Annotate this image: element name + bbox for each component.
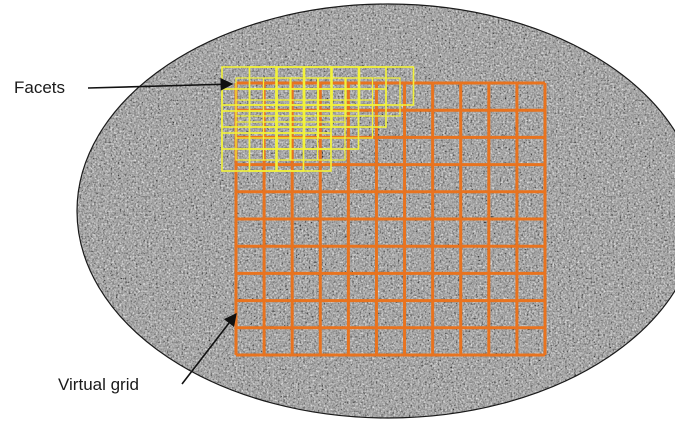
virtual-grid [234, 81, 547, 357]
callout-arrows [87, 77, 237, 385]
facets-label: Facets [14, 78, 66, 97]
virtual-grid-arrow-icon [181, 312, 237, 385]
facets-arrow-icon [87, 77, 234, 91]
facet-square [276, 132, 332, 172]
virtual-grid-label: Virtual grid [58, 375, 139, 394]
facet-square [290, 121, 346, 161]
